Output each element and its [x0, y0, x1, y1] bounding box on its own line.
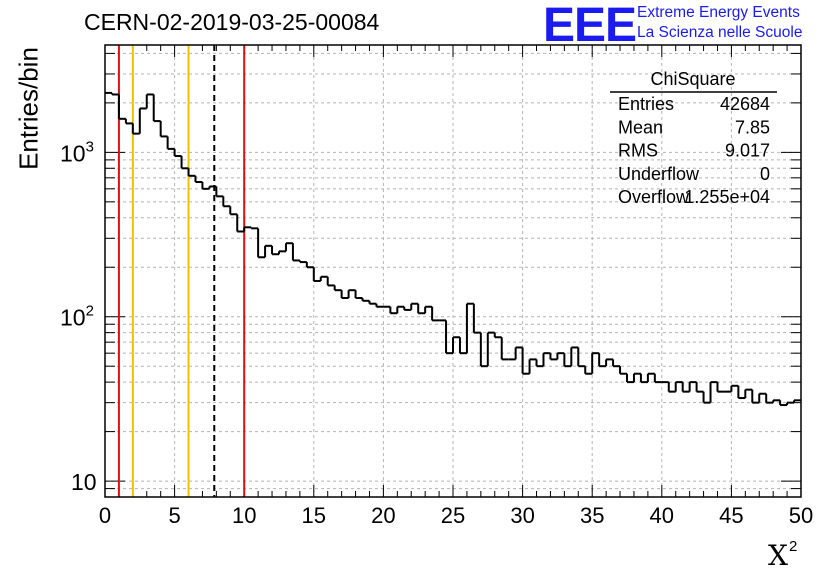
stats-title: ChiSquare — [650, 69, 735, 89]
stats-label: Underflow — [618, 164, 700, 184]
stats-value: 7.85 — [735, 117, 770, 137]
y-tick-label: 102 — [60, 303, 94, 331]
y-tick-exponent: 2 — [86, 303, 94, 320]
x-tick-label: 50 — [789, 503, 813, 528]
logo-line-1: Extreme Energy Events — [637, 4, 800, 21]
logo-line-2: La Scienza nelle Scuole — [637, 24, 803, 41]
x-tick-label: 0 — [99, 503, 111, 528]
stats-value: 0 — [760, 164, 770, 184]
stats-value: 9.017 — [725, 141, 770, 161]
run-title: CERN-02-2019-03-25-00084 — [84, 9, 380, 35]
y-tick-exponent: 3 — [86, 138, 94, 155]
x-tick-label: 25 — [441, 503, 465, 528]
x-tick-label: 10 — [232, 503, 256, 528]
y-tick-label: 10 — [71, 469, 97, 495]
x-tick-label: 15 — [302, 503, 326, 528]
x-tick-label: 35 — [580, 503, 604, 528]
x-axis-label: X2 — [768, 538, 798, 572]
stats-box: ChiSquare Entries 42684 Mean 7.85 RMS 9.017 Und… — [610, 69, 777, 207]
stats-label: Mean — [618, 117, 663, 137]
stats-label: RMS — [618, 141, 658, 161]
stats-value: 1.255e+04 — [684, 187, 770, 207]
stats-label: Overflow — [618, 187, 690, 207]
x-tick-label: 40 — [650, 503, 674, 528]
stats-value: 42684 — [720, 94, 770, 114]
plot-frame — [104, 44, 802, 498]
x-tick-label: 30 — [510, 503, 534, 528]
stats-label: Entries — [618, 94, 674, 114]
x-tick-label: 5 — [168, 503, 180, 528]
x-tick-label: 20 — [371, 503, 395, 528]
eee-logo: EEE — [543, 0, 637, 52]
x-tick-label: 45 — [719, 503, 743, 528]
y-tick-label: 103 — [60, 138, 94, 166]
